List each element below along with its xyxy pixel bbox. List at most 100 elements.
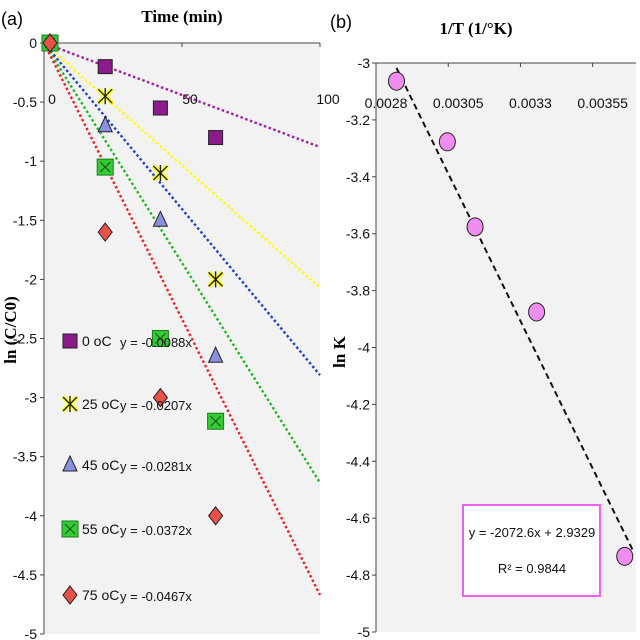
- y-tick-label: -0.5: [13, 94, 37, 110]
- panel-label: (b): [330, 12, 352, 32]
- series-equation: y = -0.0467x: [120, 589, 192, 604]
- data-point-shape: [97, 115, 113, 133]
- trendline: [42, 42, 322, 484]
- data-point-shape: [207, 505, 224, 526]
- panel-b-chart: (b) 1/T (1/°K) ln K -3 -3.2 -3.4 -3.6 -3.8 -4 -4.…: [330, 12, 636, 640]
- series-equation: y = -0.0281x: [120, 459, 192, 474]
- data-point: [466, 217, 484, 237]
- y-tick-label: -4.2: [346, 396, 370, 412]
- series-equation: y = -0.0372x: [120, 523, 192, 538]
- y-tick-label: -4.6: [346, 510, 370, 526]
- data-point-shape: [208, 130, 224, 146]
- y-tick-label: -4.4: [346, 453, 370, 469]
- data-point-shape: [42, 33, 58, 53]
- data-point: [96, 158, 114, 176]
- legend-marker-shape: [62, 585, 78, 605]
- data-point: [616, 546, 634, 566]
- y-tick-label: -3.6: [346, 226, 370, 242]
- y-tick-label: -3.4: [346, 169, 370, 185]
- data-point-shape: [152, 387, 169, 408]
- legend-label: 25 oC: [82, 396, 119, 412]
- trendline: [43, 42, 321, 376]
- series-equation: y = -0.0207x: [120, 398, 192, 413]
- data-point: [207, 346, 224, 363]
- data-point: [388, 71, 406, 91]
- y-tick-label: -4: [25, 508, 38, 524]
- data-point-x2: [154, 333, 166, 344]
- data-point: [97, 59, 113, 75]
- x-tick-label: 0.00305: [433, 95, 484, 111]
- data-point-shape: [388, 71, 406, 91]
- trendline-equation: y = -2072.6x + 2.9329: [469, 525, 595, 540]
- data-point-shape: [616, 546, 634, 566]
- y-tick-label: -4.5: [13, 567, 37, 583]
- legend-marker-shape: [62, 454, 78, 472]
- data-point: [96, 87, 114, 105]
- plot-area: [44, 43, 320, 634]
- y-tick-label: -1.5: [13, 212, 37, 228]
- legend-marker: [62, 585, 78, 605]
- data-point-shape: [97, 222, 113, 242]
- y-tick-label: -3.8: [346, 283, 370, 299]
- y-tick-label: -1: [25, 153, 38, 169]
- data-point-x2: [99, 161, 111, 173]
- x-tick-label: 0: [48, 91, 56, 107]
- y-tick-label: -3.2: [346, 112, 370, 128]
- legend-marker: [62, 333, 78, 349]
- x-tick-label: 0.0028: [365, 95, 408, 111]
- legend-label: 0 oC: [82, 333, 112, 349]
- y-tick-label: -2: [25, 271, 38, 287]
- data-point-shape: [466, 217, 484, 237]
- legend-marker-x2: [64, 523, 76, 535]
- x-tick-label: 0.0033: [509, 95, 552, 111]
- x-tick-label: 100: [316, 91, 340, 107]
- data-point: [42, 33, 58, 53]
- legend-marker: [62, 454, 78, 472]
- trendline-r-squared: R² = 0.9844: [498, 561, 566, 576]
- legend-label: 75 oC: [82, 587, 119, 603]
- trendline: [43, 41, 321, 149]
- data-point: [528, 302, 546, 322]
- trendline: [43, 42, 321, 289]
- trendline-equation-box: [462, 504, 601, 597]
- legend-marker: [61, 520, 79, 538]
- y-tick-label: -3: [358, 55, 371, 71]
- data-point-shape: [207, 346, 224, 363]
- data-point: [151, 330, 169, 347]
- data-point: [151, 164, 170, 182]
- data-point: [208, 130, 224, 146]
- panel-a-chart: (a) Time (min) ln (C/C0) 0 -0.5 -1 -1.5 -2 -2.5 -…: [1, 7, 340, 640]
- y-tick-label: -5: [358, 624, 371, 640]
- data-point: [206, 270, 225, 289]
- y-axis-label: ln (C/C0): [1, 296, 20, 364]
- y-tick-label: -2.5: [13, 331, 37, 347]
- data-point-shape: [152, 210, 169, 227]
- chart-title: Time (min): [141, 7, 222, 26]
- data-point: [207, 505, 224, 526]
- x-tick-label: 0.00355: [577, 95, 628, 111]
- panel-label: (a): [1, 9, 23, 29]
- data-point-shape: [97, 59, 113, 75]
- y-tick-label: 0: [29, 35, 37, 51]
- data-point: [97, 222, 113, 242]
- data-point: [207, 412, 225, 430]
- legend-label: 55 oC: [82, 521, 119, 537]
- data-point-shape: [438, 132, 456, 152]
- legend-marker: [61, 395, 79, 413]
- data-point: [97, 115, 113, 133]
- y-tick-label: -3: [25, 390, 38, 406]
- data-point: [152, 210, 169, 227]
- data-point-shape: [528, 302, 546, 322]
- data-point: [152, 100, 168, 116]
- data-point: [152, 387, 169, 408]
- series-equation: y = -0.0088x: [120, 335, 192, 350]
- y-tick-label: -3.5: [13, 449, 37, 465]
- y-tick-label: -5: [25, 626, 38, 640]
- y-tick-label: -4.8: [346, 567, 370, 583]
- legend-marker-shape: [62, 333, 78, 349]
- y-tick-label: -4: [358, 340, 371, 356]
- data-point-x2: [210, 415, 222, 427]
- y-axis-label: ln K: [330, 335, 349, 367]
- data-point: [438, 132, 456, 152]
